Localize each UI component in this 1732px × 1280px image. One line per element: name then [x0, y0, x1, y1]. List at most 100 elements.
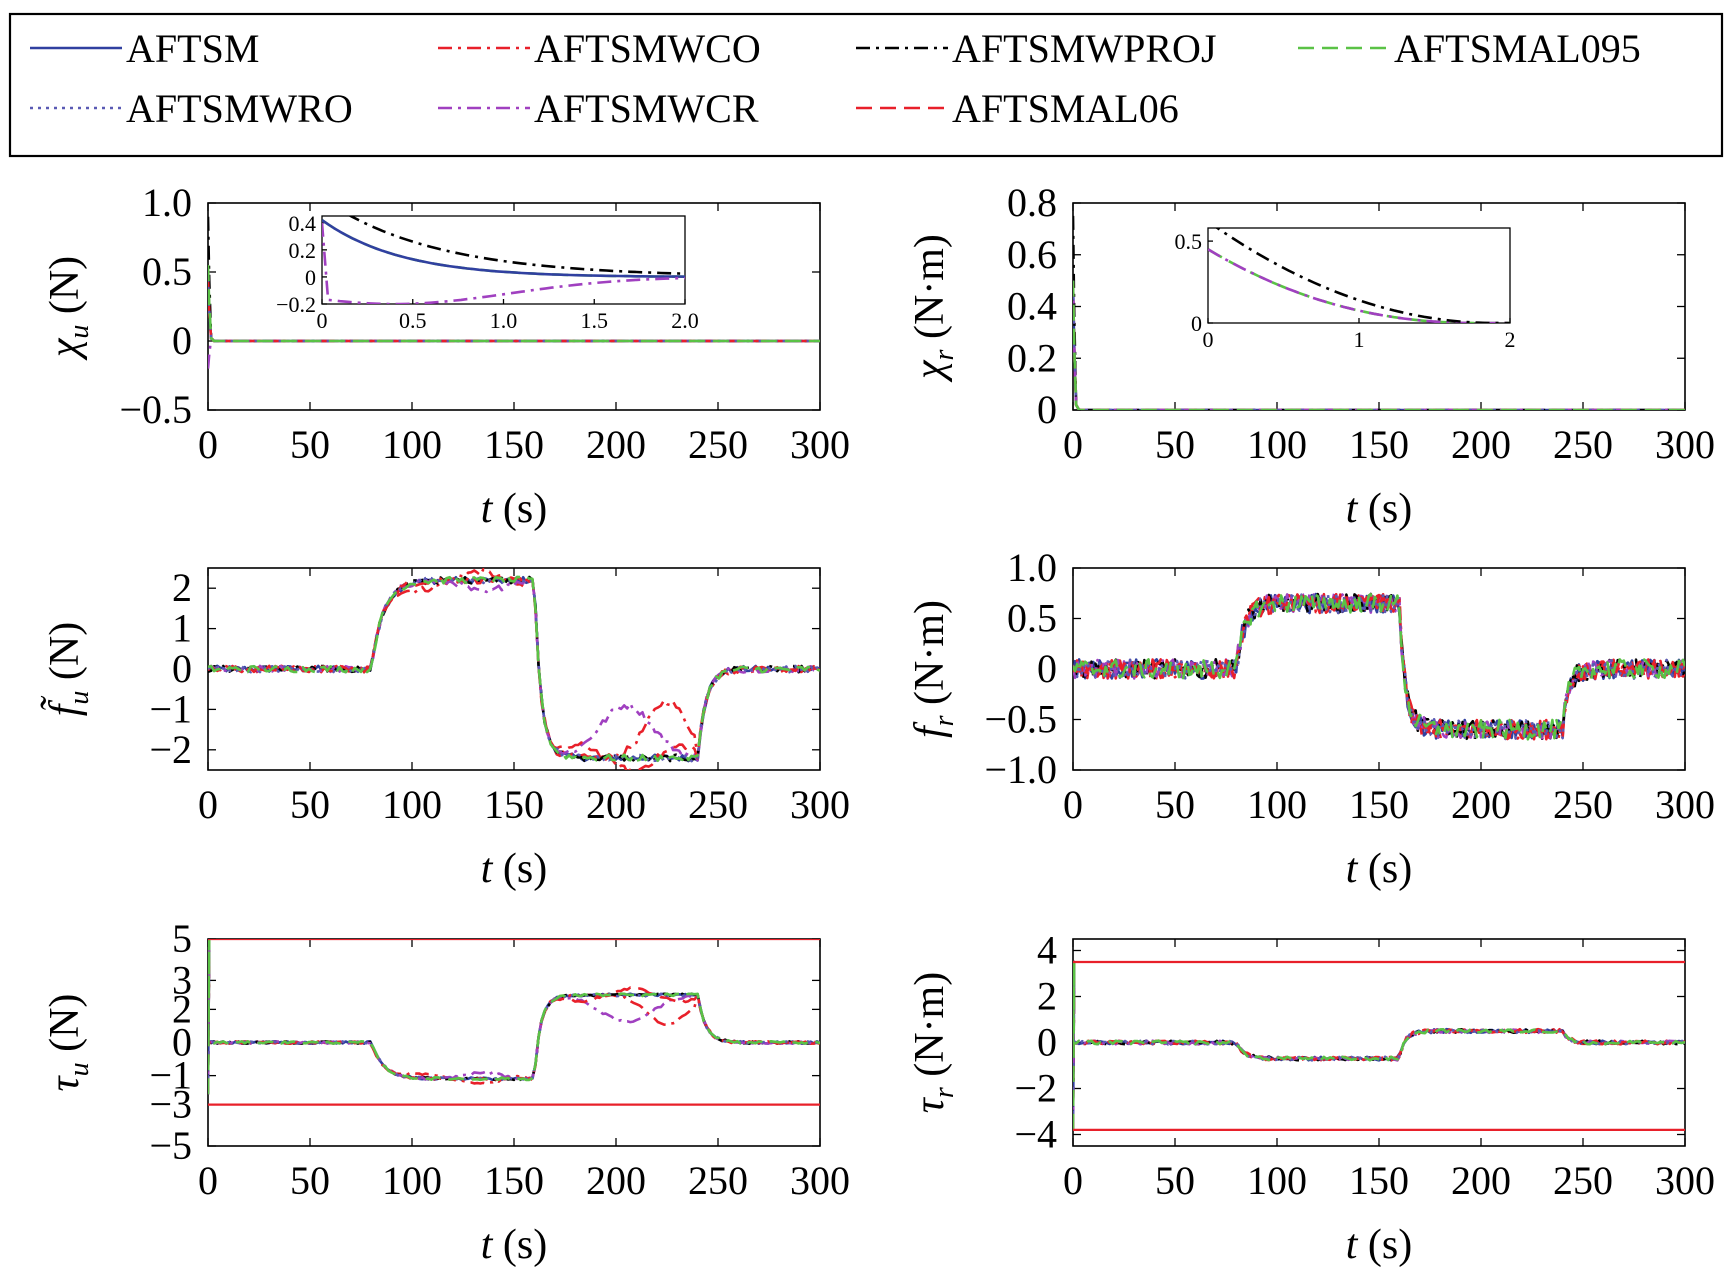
series-aftsmwco: [208, 939, 820, 1095]
y-axis-label: τr (N·m): [907, 972, 960, 1113]
x-tick-label: 0: [198, 782, 218, 827]
x-tick-label: 100: [382, 782, 442, 827]
x-tick-label: 100: [1247, 422, 1307, 467]
x-tick-label: 150: [1349, 422, 1409, 467]
legend-item: AFTSMWPROJ: [856, 26, 1217, 71]
x-tick-label: 50: [1155, 1158, 1195, 1203]
y-tick-label: 0: [172, 646, 192, 691]
legend-item: AFTSMWCR: [438, 86, 759, 131]
x-tick-label: 150: [484, 1158, 544, 1203]
series-aftsmwcr: [208, 939, 820, 1095]
series-aftsmal095: [1073, 960, 1685, 1130]
x-axis-label: t (s): [1346, 1222, 1413, 1268]
y-tick-label: 1.0: [142, 180, 192, 225]
series-aftsmal095: [1073, 593, 1685, 741]
x-tick-label: 100: [1247, 782, 1307, 827]
x-axis-label: t (s): [481, 1222, 548, 1268]
inset-x-tick-label: 1.0: [490, 308, 518, 333]
y-tick-label: 1.0: [1007, 545, 1057, 590]
series-aftsmwro: [1073, 593, 1685, 740]
x-tick-label: 250: [688, 1158, 748, 1203]
x-tick-label: 300: [790, 782, 850, 827]
series-aftsmwproj: [1073, 592, 1685, 741]
y-tick-label: 0: [172, 1020, 192, 1065]
inset-y-tick-label: 0.5: [1175, 229, 1203, 254]
x-tick-label: 200: [586, 782, 646, 827]
x-tick-label: 0: [198, 1158, 218, 1203]
y-tick-label: −1: [149, 1053, 192, 1098]
series-aftsmwro: [208, 939, 820, 1095]
y-tick-label: 2: [1037, 974, 1057, 1019]
inset-x-tick-label: 1.5: [581, 308, 609, 333]
series-aftsmal06: [1073, 960, 1685, 1130]
y-tick-label: 1: [172, 606, 192, 651]
inset-y-tick-label: 0: [1191, 311, 1202, 336]
legend-label: AFTSMAL06: [952, 86, 1179, 131]
x-tick-label: 50: [290, 1158, 330, 1203]
x-tick-label: 0: [198, 422, 218, 467]
inset-x-tick-label: 0.5: [399, 308, 427, 333]
inset-plot: 0 1 2 0.5 0: [1175, 227, 1516, 352]
inset-y-tick-label: 0.4: [289, 211, 317, 236]
inset-series-aftsm: [322, 219, 685, 278]
x-tick-label: 300: [1655, 422, 1715, 467]
y-tick-label: −5: [149, 1123, 192, 1168]
legend-label: AFTSMWPROJ: [952, 26, 1217, 71]
x-tick-label: 50: [1155, 422, 1195, 467]
y-tick-label: 0.6: [1007, 232, 1057, 277]
series-aftsmal06: [1073, 592, 1685, 741]
inset-x-tick-label: 2: [1505, 327, 1516, 352]
y-tick-label: 0.5: [1007, 596, 1057, 641]
y-tick-label: −2: [1014, 1066, 1057, 1111]
y-axis-label: fr (N·m): [907, 600, 960, 738]
y-tick-label: 0.5: [142, 249, 192, 294]
x-tick-label: 100: [382, 422, 442, 467]
x-tick-label: 250: [1553, 422, 1613, 467]
x-tick-label: 200: [1451, 1158, 1511, 1203]
inset-x-tick-label: 2.0: [671, 308, 699, 333]
x-tick-label: 50: [290, 782, 330, 827]
y-tick-label: 4: [1037, 928, 1057, 973]
legend: AFTSM AFTSMWCO AFTSMWPROJ AFTSMAL095 AFTSMWR…: [8, 12, 1724, 158]
x-tick-label: 50: [1155, 782, 1195, 827]
x-tick-label: 150: [484, 782, 544, 827]
x-tick-label: 300: [1655, 1158, 1715, 1203]
y-axis-label: f̃u (N): [40, 622, 95, 716]
y-tick-label: 0: [172, 318, 192, 363]
legend-label: AFTSM: [126, 26, 259, 71]
inset-series-aftsmwproj: [1215, 228, 1510, 323]
x-tick-label: 250: [688, 422, 748, 467]
x-tick-label: 300: [790, 1158, 850, 1203]
y-tick-label: −1: [149, 686, 192, 731]
x-tick-label: 0: [1063, 782, 1083, 827]
y-tick-label: 0: [1037, 646, 1057, 691]
inset-y-tick-label: 0.2: [289, 238, 317, 263]
y-tick-label: 0.2: [1007, 335, 1057, 380]
series-aftsmwcr: [1073, 960, 1685, 1130]
legend-item: AFTSMWCO: [438, 26, 761, 71]
x-tick-label: 300: [790, 422, 850, 467]
x-axis-label: t (s): [481, 846, 548, 892]
x-tick-label: 250: [1553, 782, 1613, 827]
y-tick-label: −0.5: [119, 387, 192, 432]
inset-x-tick-label: 0: [317, 308, 328, 333]
x-tick-label: 200: [586, 422, 646, 467]
series-aftsmwco: [208, 568, 820, 762]
x-tick-label: 250: [688, 782, 748, 827]
series-aftsmwro: [1073, 960, 1685, 1130]
y-tick-label: −2: [149, 727, 192, 772]
inset-plot: 0 0.5 1.0 1.5 2.00.40.20−0.2: [276, 211, 699, 333]
legend-label: AFTSMWCR: [534, 86, 759, 131]
series-aftsmal06: [208, 575, 820, 770]
inset-y-tick-label: −0.2: [276, 292, 316, 317]
y-tick-label: 3: [172, 957, 192, 1002]
x-tick-label: 250: [1553, 1158, 1613, 1203]
legend-label: AFTSMWCO: [534, 26, 761, 71]
inset-x-tick-label: 1: [1354, 327, 1365, 352]
